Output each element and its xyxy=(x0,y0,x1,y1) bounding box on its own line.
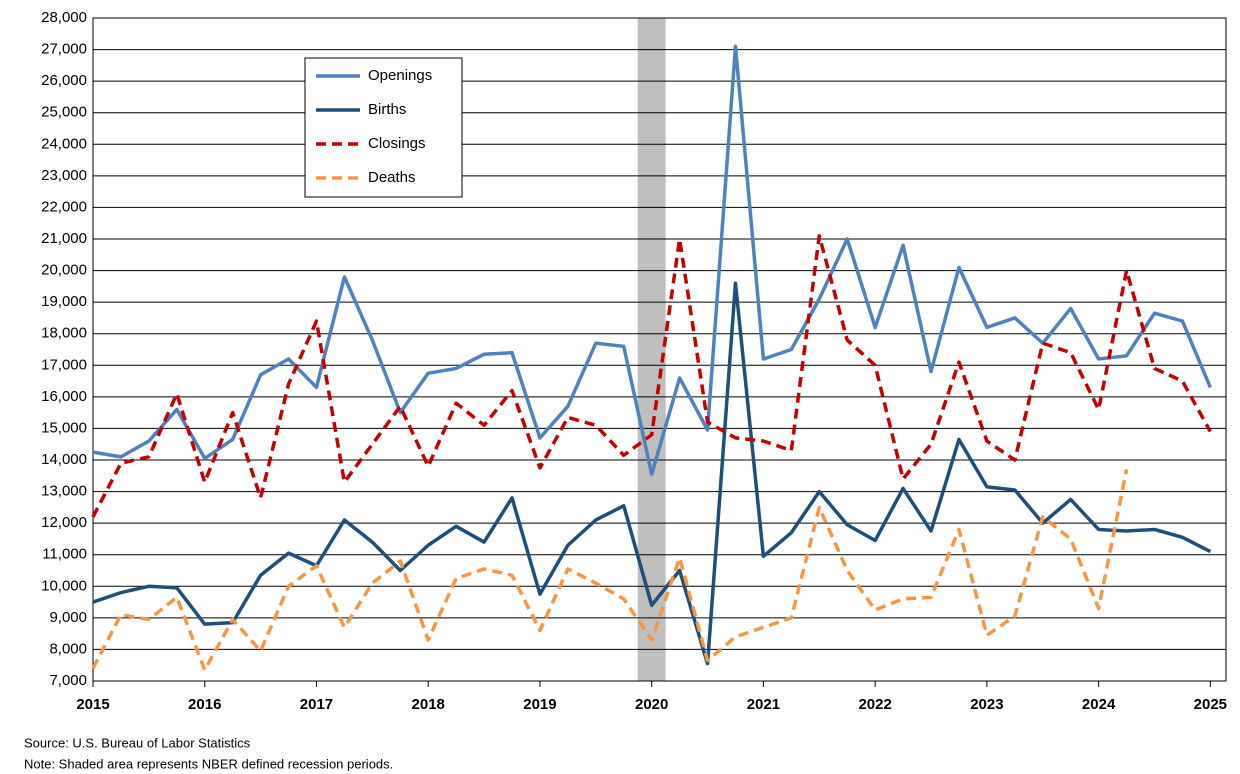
x-tick-label: 2021 xyxy=(747,696,780,713)
y-tick-label: 12,000 xyxy=(41,514,87,531)
legend-label: Births xyxy=(368,101,406,118)
x-tick-label: 2018 xyxy=(412,696,445,713)
y-tick-label: 14,000 xyxy=(41,451,87,468)
y-tick-label: 13,000 xyxy=(41,483,87,500)
x-tick-label: 2023 xyxy=(970,696,1003,713)
y-tick-label: 8,000 xyxy=(49,640,87,657)
source: Source: U.S. Bureau of Labor Statistics xyxy=(24,735,251,750)
y-tick-label: 9,000 xyxy=(49,609,87,626)
legend-box xyxy=(304,57,463,198)
x-tick-label: 2017 xyxy=(300,696,333,713)
legend-label: Openings xyxy=(368,67,432,84)
y-tick-label: 20,000 xyxy=(41,262,87,279)
legend-label: Closings xyxy=(368,135,426,152)
series-line xyxy=(91,234,1212,518)
x-tick-label: 2025 xyxy=(1194,696,1227,713)
legend-label: Deaths xyxy=(368,169,416,186)
x-tick-label: 2022 xyxy=(858,696,891,713)
series-line xyxy=(92,281,1212,666)
x-tick-label: 2019 xyxy=(523,696,556,713)
y-tick-label: 7,000 xyxy=(49,672,87,689)
plot-border xyxy=(92,17,1227,682)
y-tick-label: 15,000 xyxy=(41,419,87,436)
y-tick-label: 23,000 xyxy=(41,167,87,184)
y-tick-label: 22,000 xyxy=(41,198,87,215)
y-tick-label: 10,000 xyxy=(41,577,87,594)
y-tick-label: 19,000 xyxy=(41,293,87,310)
y-tick-label: 25,000 xyxy=(41,104,87,121)
x-tick-label: 2016 xyxy=(188,696,221,713)
recession-shade xyxy=(637,18,666,681)
y-tick-label: 27,000 xyxy=(41,41,87,58)
x-tick-label: 2024 xyxy=(1082,696,1116,713)
x-tick-label: 2020 xyxy=(635,696,668,713)
series-line xyxy=(91,469,1129,672)
y-tick-label: 17,000 xyxy=(41,356,87,373)
series-line xyxy=(92,44,1212,476)
x-tick-label: 2015 xyxy=(76,696,109,713)
note: Note: Shaded area represents NBER define… xyxy=(24,756,393,771)
y-tick-label: 21,000 xyxy=(41,230,87,247)
y-tick-label: 28,000 xyxy=(41,9,87,26)
y-tick-label: 26,000 xyxy=(41,72,87,89)
y-tick-label: 24,000 xyxy=(41,135,87,152)
y-tick-label: 16,000 xyxy=(41,388,87,405)
y-tick-label: 18,000 xyxy=(41,325,87,342)
y-tick-label: 11,000 xyxy=(42,546,87,563)
